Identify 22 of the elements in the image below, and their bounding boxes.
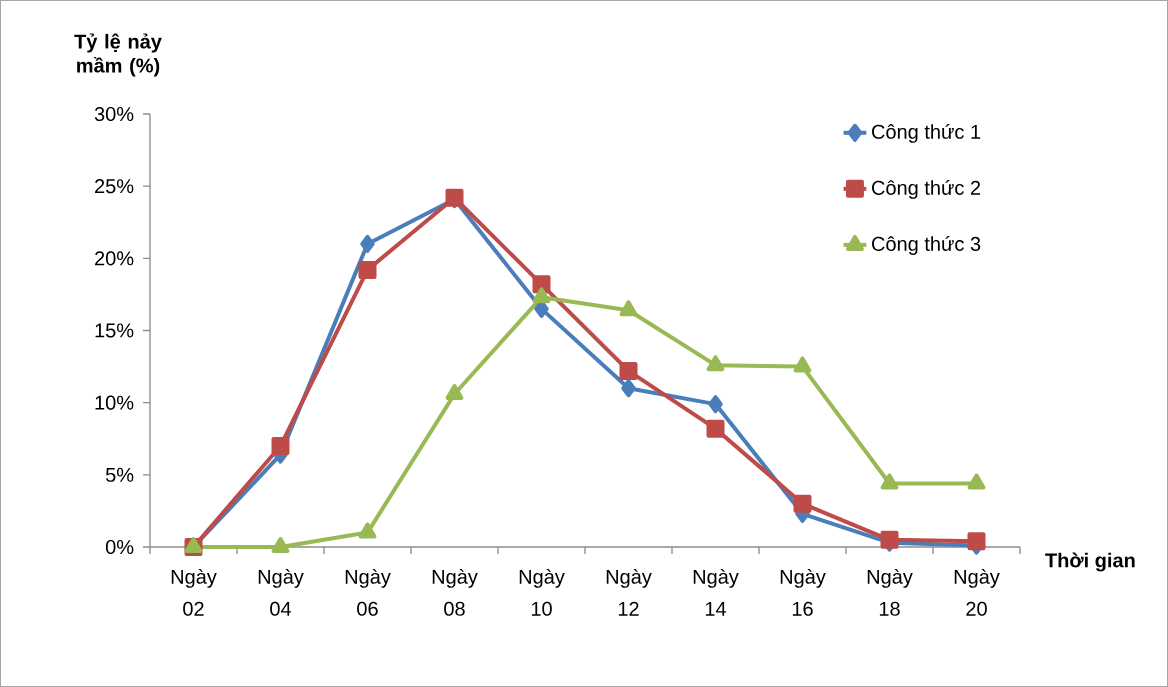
y-axis-title: Tỷ lệ nảy mầm (%) <box>74 33 162 77</box>
y-tick-label: 0% <box>105 539 134 555</box>
x-tick-label: Ngày 08 <box>432 568 478 616</box>
y-tick-label: 20% <box>95 251 134 266</box>
x-tick-label: Ngày 06 <box>345 568 391 616</box>
x-tick-label: Ngày 02 <box>171 568 217 616</box>
y-tick-label: 15% <box>95 323 134 338</box>
x-tick-label: Ngày 10 <box>519 568 565 616</box>
legend-label: Công thức 1 <box>872 123 981 143</box>
y-tick-label: 25% <box>95 179 134 194</box>
x-tick-label: Ngày 04 <box>258 568 304 616</box>
x-tick-label: Ngày 16 <box>780 568 826 616</box>
y-tick-label: 30% <box>94 106 134 122</box>
x-axis-title: Thời gian <box>1045 552 1135 572</box>
y-tick-label: 5% <box>105 467 134 482</box>
x-tick-label: Ngày 18 <box>867 568 913 616</box>
y-tick-label: 10% <box>95 395 134 410</box>
legend-label: Công thức 3 <box>872 236 981 255</box>
legend-label: Công thức 2 <box>872 180 981 199</box>
x-tick-label: Ngày 20 <box>954 568 1000 616</box>
x-tick-label: Ngày 12 <box>606 568 652 616</box>
x-tick-label: Ngày 14 <box>693 568 739 616</box>
